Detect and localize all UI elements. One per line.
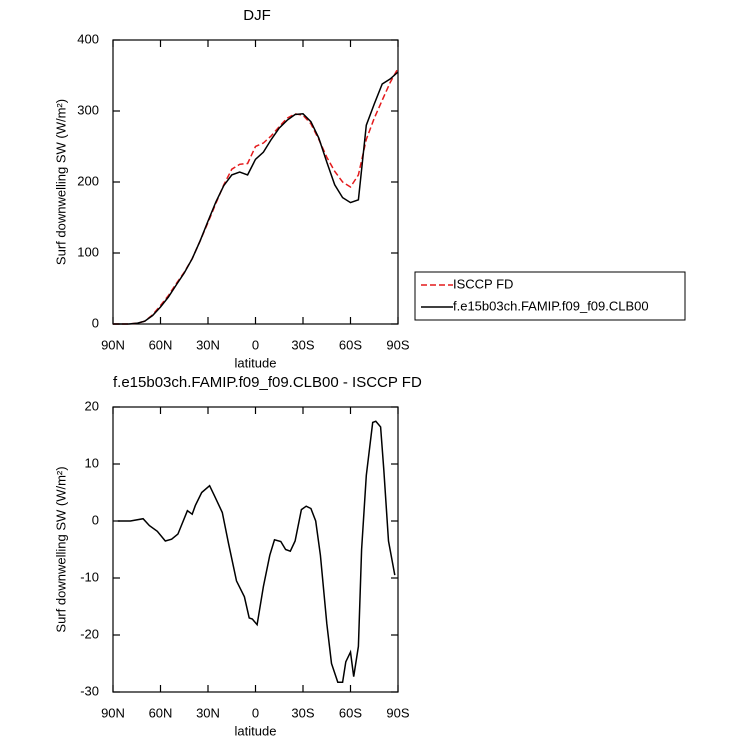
series-line (113, 71, 399, 325)
x-tick-label: 90S (386, 337, 409, 352)
plot-frame (112, 406, 399, 693)
y-tick-label: 200 (77, 173, 99, 188)
series-line (117, 420, 396, 684)
chart-title: DJF (243, 7, 271, 24)
x-tick-label: 0 (252, 705, 259, 720)
x-tick-label: 30S (291, 705, 314, 720)
x-tick-label: 90S (386, 705, 409, 720)
x-tick-label: 30S (291, 337, 314, 352)
legend-frame (414, 271, 686, 321)
plot-frame (112, 39, 399, 325)
x-tick-label: 30N (196, 337, 220, 352)
chart-title: f.e15b03ch.FAMIP.f09_f09.CLB00 - ISCCP F… (113, 374, 422, 391)
x-tick-label: 60S (339, 705, 362, 720)
x-tick-label: 30N (196, 705, 220, 720)
x-tick-label: 0 (252, 337, 259, 352)
y-tick-label: 10 (85, 455, 99, 470)
x-tick-label: 90N (101, 337, 125, 352)
x-tick-label: 60N (149, 705, 173, 720)
y-tick-label: 300 (77, 102, 99, 117)
x-axis-label: latitude (235, 355, 277, 370)
y-tick-label: 400 (77, 31, 99, 46)
x-tick-label: 60S (339, 337, 362, 352)
y-tick-label: 0 (92, 512, 99, 527)
x-axis-label: latitude (235, 723, 277, 738)
y-tick-label: -20 (80, 626, 99, 641)
y-tick-label: -10 (80, 569, 99, 584)
x-tick-label: 90N (101, 705, 125, 720)
series-line (113, 68, 399, 325)
y-tick-label: 100 (77, 244, 99, 259)
y-tick-label: 20 (85, 398, 99, 413)
y-axis-label: Surf downwelling SW (W/m²) (53, 466, 68, 632)
y-tick-label: 0 (92, 315, 99, 330)
x-tick-label: 60N (149, 337, 173, 352)
legend-label: ISCCP FD (453, 276, 513, 291)
legend-label: f.e15b03ch.FAMIP.f09_f09.CLB00 (453, 298, 649, 313)
y-tick-label: -30 (80, 683, 99, 698)
y-axis-label: Surf downwelling SW (W/m²) (53, 99, 68, 265)
